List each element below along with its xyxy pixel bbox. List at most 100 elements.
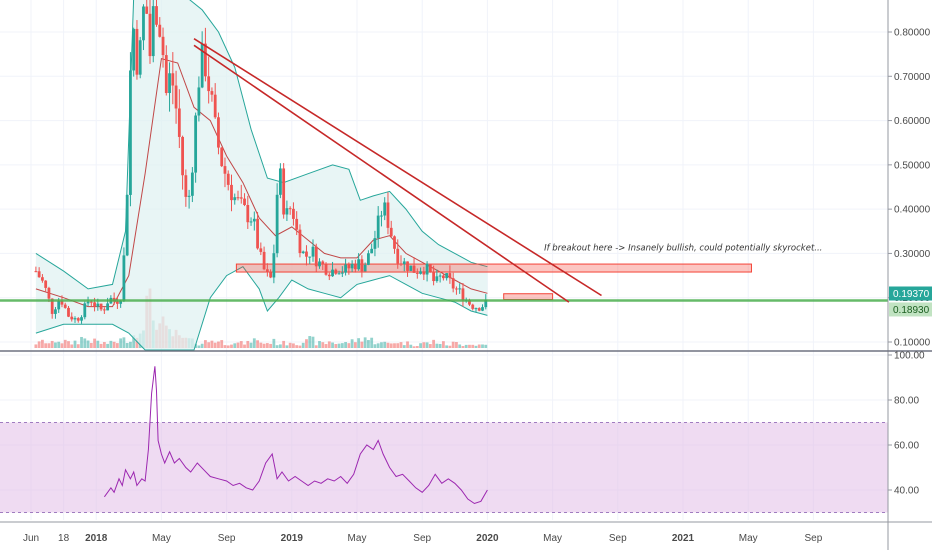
candle-body — [217, 117, 220, 148]
candle-body — [210, 91, 214, 95]
volume-bar — [295, 345, 299, 348]
price-label-box — [889, 302, 932, 317]
candle-body — [73, 318, 77, 320]
volume-bar — [259, 342, 263, 348]
volume-bar — [96, 340, 100, 348]
volume-bar — [122, 337, 126, 348]
rsi-y-tick-label: 60.00 — [894, 441, 919, 452]
resistance-zone — [503, 293, 554, 300]
price-label: 0.18930 — [893, 305, 930, 316]
candle-body — [324, 264, 328, 275]
volume-bar — [265, 343, 269, 348]
volume-bar — [275, 345, 279, 348]
volume-bar — [37, 341, 41, 348]
volume-bar — [471, 344, 475, 348]
candle-body — [138, 40, 142, 75]
volume-bar — [34, 344, 38, 348]
candle-body — [399, 263, 403, 265]
candle-body — [262, 251, 266, 270]
volume-bar — [282, 340, 286, 348]
candle-body — [311, 246, 315, 257]
volume-bar — [115, 343, 119, 348]
candle-body — [344, 264, 347, 273]
x-tick-label: Jun — [23, 533, 39, 544]
candle-body — [367, 253, 370, 265]
candle-body — [106, 303, 110, 311]
volume-bar — [409, 344, 413, 348]
volume-bar — [415, 346, 419, 348]
rsi-line — [103, 366, 488, 505]
price-candles — [34, 0, 488, 324]
candle-body — [223, 166, 227, 174]
rsi-series-line — [103, 366, 488, 505]
y-tick-label: 0.50000 — [894, 160, 931, 171]
bollinger-bands — [35, 0, 488, 351]
annotation[interactable]: If breakout here -> Insanely bullish, co… — [544, 243, 822, 253]
volume-bar — [441, 341, 445, 348]
volume-bar — [347, 343, 351, 348]
trendlines[interactable] — [193, 37, 602, 303]
candle-body — [50, 298, 54, 314]
candle-body — [197, 87, 201, 116]
volume-bar — [60, 343, 64, 348]
candle-body — [415, 272, 419, 274]
volume-bar — [288, 342, 292, 348]
candle-body — [468, 300, 471, 305]
candle-body — [44, 280, 48, 288]
candle-body — [350, 263, 354, 269]
candle-body — [161, 36, 165, 56]
candle-body — [190, 172, 194, 196]
candle-body — [252, 218, 256, 222]
candle-body — [177, 108, 181, 137]
y-tick-label: 0.70000 — [894, 72, 931, 83]
volume-bar — [399, 342, 403, 348]
candle-body — [438, 275, 442, 277]
candle-body — [200, 43, 204, 88]
candle-body — [89, 301, 93, 303]
price-label-box — [889, 286, 932, 301]
volume-bar — [262, 343, 266, 348]
candle-body — [249, 221, 253, 223]
volume-bar — [200, 343, 204, 348]
candle-body — [305, 251, 308, 257]
volume-bar — [106, 343, 110, 348]
volume-bar — [54, 342, 57, 348]
volume-bar — [370, 337, 374, 348]
candle-body — [474, 308, 478, 310]
volume-bar — [63, 339, 67, 348]
x-tick-label: Sep — [805, 533, 823, 544]
volume-bar — [220, 340, 224, 348]
volume-bar — [451, 341, 455, 348]
candle-body — [376, 215, 380, 239]
candle-body — [422, 271, 426, 275]
volume-bar — [402, 345, 406, 348]
volume-bar — [455, 341, 458, 348]
candle-body — [340, 272, 344, 274]
rsi-y-tick-label: 100.00 — [894, 351, 925, 362]
annotation-text[interactable]: If breakout here -> Insanely bullish, co… — [544, 243, 822, 253]
volume-bar — [278, 344, 282, 348]
candle-body — [76, 318, 80, 321]
rsi-y-tick-label: 40.00 — [894, 486, 919, 497]
candle-body — [256, 218, 259, 249]
candle-body — [37, 271, 41, 278]
candle-body — [187, 195, 191, 197]
candle-body — [171, 73, 175, 86]
candle-body — [132, 28, 136, 71]
volume-bar — [67, 341, 70, 348]
volume-bar — [298, 345, 302, 348]
volume-bar — [363, 337, 367, 348]
volume-bar — [389, 343, 393, 348]
volume-bar — [47, 343, 51, 348]
volume-bar — [481, 344, 484, 348]
candle-body — [174, 85, 178, 109]
candle-body — [155, 6, 158, 25]
candle-body — [80, 317, 83, 321]
candle-body — [334, 269, 338, 274]
volume-bar — [327, 341, 331, 348]
resistance-zone — [235, 263, 752, 273]
volume-bar — [314, 345, 318, 348]
candle-body — [226, 173, 230, 185]
